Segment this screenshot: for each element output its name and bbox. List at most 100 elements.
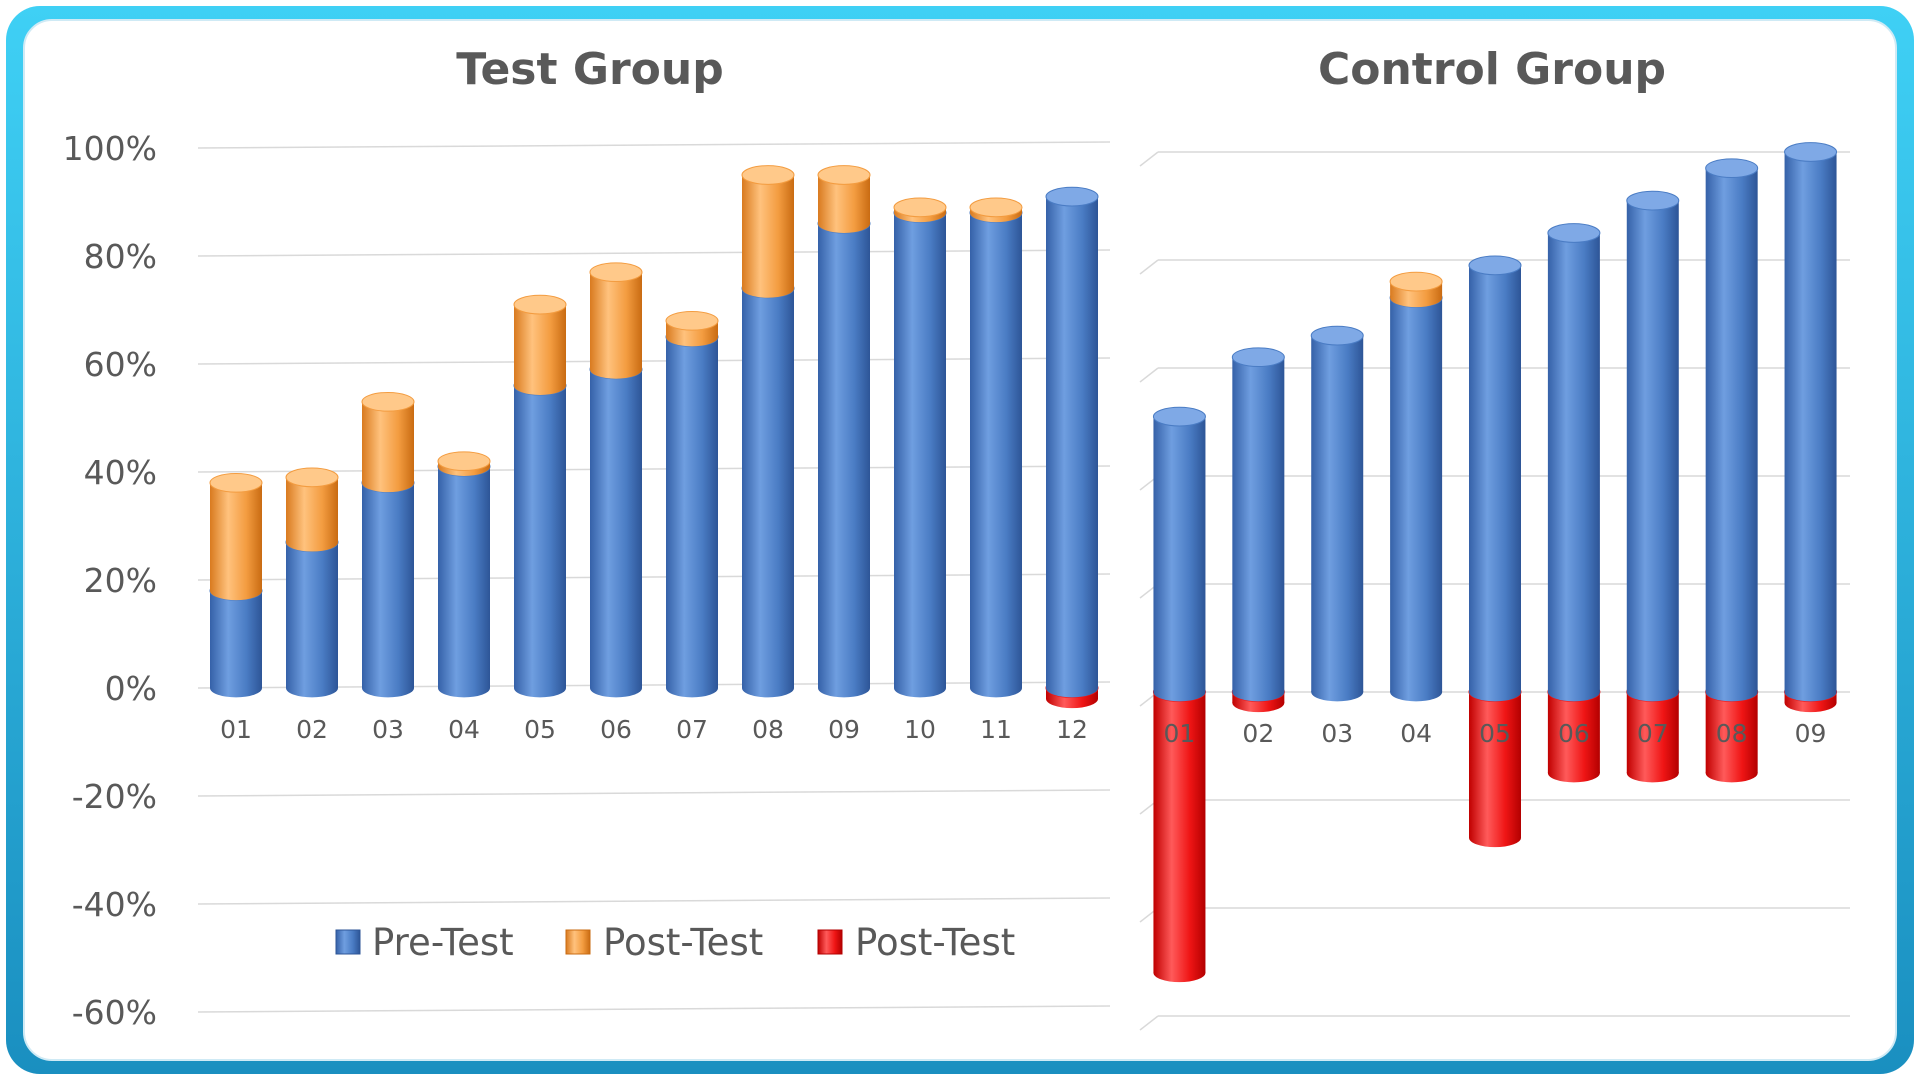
x-tick-label: 03 [1321, 719, 1353, 748]
bar-pre-test-03-body [1311, 335, 1364, 692]
test-group-x-ticks: 01 02 03 04 05 06 07 08 09 10 11 12 [220, 715, 1088, 744]
bar-post-test-positive-02 [285, 467, 339, 552]
bar-pre-test-08 [1705, 158, 1759, 702]
bar-pre-test-03-base [362, 678, 414, 698]
bar-pre-test-05-base [1469, 682, 1521, 702]
bar-pre-test-02-cap [1231, 347, 1285, 368]
bar-pre-test-04-body [438, 466, 490, 688]
bar-post-test-positive-08-cap [741, 165, 795, 185]
bar-pre-test-10-body [894, 212, 946, 689]
x-tick-label: 05 [1479, 719, 1511, 748]
gridline [1139, 151, 1159, 167]
bar-pre-test-05-body [514, 385, 566, 688]
bar-pre-test-06-base [590, 678, 642, 698]
legend-label-pre-test: Pre-Test [372, 921, 514, 964]
bar-pre-test-11-base [970, 678, 1022, 698]
bar-post-test-positive-08 [741, 165, 795, 298]
bar-pre-test-03 [1310, 325, 1364, 702]
y-axis-ticks: 100% 80% 60% 40% 20% 0% -20% -40% -60% [63, 129, 157, 1032]
gridline [197, 1005, 1111, 1013]
y-tick-label: -40% [72, 885, 157, 924]
x-tick-label: 10 [904, 715, 936, 744]
bar-pre-test-12-base [1046, 678, 1098, 698]
bar-post-test-positive-08-body [742, 175, 794, 289]
bar-pre-test-05-body [1469, 265, 1521, 692]
x-tick-label: 09 [1795, 719, 1827, 748]
legend-label-post-test-negative: Post-Test [855, 921, 1015, 964]
x-tick-label: 02 [296, 715, 328, 744]
bar-post-test-positive-03 [361, 391, 415, 493]
x-tick-label: 04 [448, 715, 480, 744]
y-tick-label: 100% [63, 129, 157, 168]
bar-post-test-positive-02-body [286, 477, 338, 543]
bar-post-test-negative-06-body [1547, 692, 1600, 773]
bar-pre-test-09-body [818, 223, 870, 688]
x-tick-label: 12 [1056, 715, 1088, 744]
bar-pre-test-07-base [1626, 682, 1679, 702]
bar-pre-test-03 [361, 472, 415, 698]
y-tick-label: 60% [84, 345, 157, 384]
bar-pre-test-12 [1045, 186, 1099, 698]
legend-swatch-post-test-positive [565, 929, 591, 955]
bar-pre-test-08-cap [1705, 158, 1759, 179]
bar-post-test-positive-07-base [666, 327, 718, 347]
bar-pre-test-08-base [1705, 682, 1758, 702]
bar-pre-test-03-cap [1310, 325, 1364, 346]
bar-pre-test-11-body [970, 212, 1022, 689]
bar-pre-test-08 [741, 278, 795, 698]
bar-post-test-positive-05-base [514, 376, 566, 395]
bar-pre-test-03-base [1311, 682, 1364, 702]
bar-post-test-positive-06-body [590, 272, 642, 370]
bar-pre-test-07-cap [1626, 190, 1680, 211]
bar-post-test-positive-03-cap [361, 391, 415, 412]
y-tick-label: 80% [84, 237, 157, 276]
bar-pre-test-02 [285, 532, 339, 698]
bar-pre-test-06-cap [1547, 223, 1601, 243]
bar-pre-test-12-body [1046, 196, 1098, 688]
gridline [197, 789, 1111, 797]
bar-pre-test-07 [665, 327, 719, 698]
bar-post-test-positive-02-cap [285, 467, 339, 488]
bar-post-test-negative-01-base [1153, 963, 1206, 983]
bar-post-test-positive-09-cap [817, 165, 871, 185]
bar-pre-test-11 [969, 202, 1023, 698]
bar-post-test-positive-04 [437, 451, 491, 476]
bar-post-test-positive-11-cap [969, 197, 1023, 218]
legend-item-post-test-positive: Post-Test [565, 921, 763, 964]
bar-post-test-positive-05 [513, 294, 567, 395]
bar-pre-test-04-body [1390, 297, 1443, 692]
bar-post-test-negative-05-body [1469, 692, 1521, 838]
bar-post-test-negative-01 [1152, 682, 1206, 983]
legend-swatch-post-test-negative [817, 929, 843, 955]
bar-pre-test-05 [1468, 255, 1522, 702]
bar-post-test-positive-04-base [1390, 288, 1443, 308]
bar-post-test-positive-07-cap [665, 310, 719, 331]
x-tick-label: 05 [524, 715, 556, 744]
x-tick-label: 08 [1716, 719, 1748, 748]
test-group-bars [209, 165, 1099, 709]
x-tick-label: 06 [600, 715, 632, 744]
bar-post-test-positive-07 [665, 310, 719, 347]
control-group-bars [1152, 142, 1838, 983]
bar-pre-test-06-body [1547, 233, 1600, 692]
bar-pre-test-01-body [1153, 416, 1206, 692]
bar-pre-test-02-base [1232, 682, 1285, 702]
bar-pre-test-09 [817, 213, 871, 698]
legend-item-post-test-negative: Post-Test [817, 921, 1015, 964]
bar-post-test-positive-02-base [286, 532, 338, 552]
bar-post-test-positive-04 [1389, 271, 1443, 308]
bar-post-test-negative-05 [1468, 682, 1522, 848]
bar-pre-test-08-body [742, 288, 794, 688]
bar-pre-test-12-cap [1045, 186, 1099, 207]
bar-post-test-positive-01-body [210, 482, 262, 591]
bar-pre-test-07-body [1626, 200, 1679, 692]
legend-item-pre-test: Pre-Test [335, 921, 514, 964]
control-group-title: Control Group [1318, 44, 1666, 95]
bar-post-test-negative-08-base [1705, 763, 1758, 783]
bar-pre-test-10-base [894, 678, 946, 698]
bar-post-test-positive-01 [209, 472, 263, 601]
bar-pre-test-07-body [666, 337, 718, 688]
test-group-gridlines [197, 141, 1111, 1013]
x-tick-label: 08 [752, 715, 784, 744]
